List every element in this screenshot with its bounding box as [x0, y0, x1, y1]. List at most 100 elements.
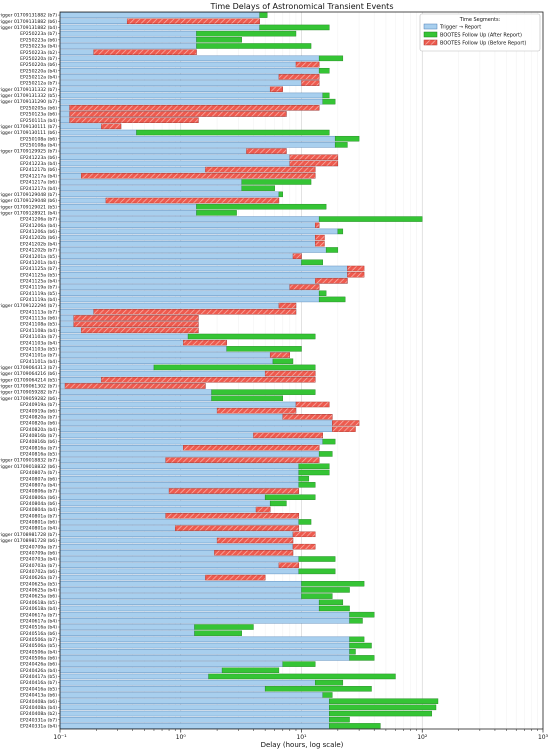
bar-follow-up-after-report	[269, 500, 287, 507]
y-tick-label: EP241217a (b4)	[20, 186, 57, 192]
y-tick-label: EP241103a (b5)	[20, 346, 57, 352]
y-tick-label: EP241223a (b4)	[20, 161, 57, 167]
legend-entry-label: BOOTES Follow Up (Before Report)	[440, 40, 526, 46]
bar-trigger-to-report	[59, 655, 350, 661]
y-tick-label: EP240516a (b6)	[20, 631, 57, 637]
y-tick-label: EP240416a (b7)	[20, 680, 57, 686]
y-tick-label: EP240806a (b6)	[20, 495, 57, 501]
bar-follow-up-after-report	[136, 129, 330, 136]
y-tick-label: Trigger 01709064214 (b5)	[0, 377, 57, 383]
y-tick-label: EP240919a (b6)	[20, 408, 57, 414]
bar-trigger-to-report	[59, 642, 350, 649]
bar-trigger-to-report	[59, 500, 271, 507]
x-axis-label: Delay (hours, log scale)	[261, 741, 344, 749]
bar-follow-up-before-report	[292, 531, 316, 538]
bar-follow-up-after-report	[329, 716, 350, 723]
y-tick-label: Trigger 01709129925 (b7)	[0, 149, 57, 155]
bar-follow-up-before-report	[205, 166, 316, 173]
bar-follow-up-before-report	[289, 154, 339, 160]
bar-trigger-to-report	[59, 98, 323, 105]
bar-trigger-to-report	[59, 599, 320, 606]
y-tick-label: EP240806a (b7)	[20, 489, 57, 495]
bar-follow-up-before-report	[165, 457, 320, 463]
bar-trigger-to-report	[59, 679, 316, 686]
bar-follow-up-before-report	[292, 543, 316, 550]
bar-trigger-to-report	[59, 352, 290, 358]
bar-trigger-to-report	[59, 624, 195, 630]
bar-follow-up-before-report	[278, 562, 300, 568]
y-tick-label: EP240416a (b5)	[20, 686, 57, 692]
bar-follow-up-before-report	[101, 123, 122, 130]
bar-follow-up-after-report	[318, 605, 350, 612]
x-tick-label: 10²	[417, 734, 428, 741]
bar-follow-up-after-report	[322, 92, 330, 99]
bar-follow-up-before-report	[278, 302, 297, 309]
y-tick-label: EP241125a (b4)	[20, 278, 57, 284]
y-tick-label: EP241119a (b4)	[20, 297, 57, 303]
y-tick-label: Trigger 01709131882 (b7)	[0, 13, 57, 19]
y-tick-label: EP240426a (b6)	[20, 662, 57, 668]
bar-follow-up-after-report	[349, 649, 356, 655]
y-tick-label: EP240807a (b6)	[20, 476, 57, 482]
y-tick-label: EP241201a (b5)	[20, 254, 57, 260]
bar-follow-up-after-report	[318, 296, 346, 303]
y-tick-label: EP240506a (b5)	[20, 643, 57, 649]
y-tick-label: EP250223a (b6)	[20, 37, 57, 43]
y-tick-label: EP241217a (b6)	[20, 180, 57, 186]
y-tick-label: Trigger 01709131332 (b7)	[0, 87, 57, 93]
y-tick-label: Trigger 01709131882 (b6)	[0, 19, 57, 25]
y-tick-label: Trigger 01709059282 (b6)	[0, 396, 57, 402]
y-tick-label: EP240331a (b7)	[20, 717, 57, 723]
y-tick-label: Trigger 01709064313 (b7)	[0, 365, 57, 371]
bar-trigger-to-report	[59, 55, 320, 62]
bar-follow-up-after-report	[241, 179, 312, 185]
bar-trigger-to-report	[59, 420, 333, 426]
y-tick-label: EP241103a (b4)	[20, 340, 57, 346]
y-tick-label: Trigger 01709128921 (b4)	[0, 210, 57, 216]
bar-follow-up-after-report	[221, 667, 280, 674]
bar-trigger-to-report	[59, 12, 260, 18]
bar-follow-up-after-report	[337, 228, 344, 235]
bar-trigger-to-report	[59, 389, 212, 395]
bar-follow-up-after-report	[349, 636, 365, 643]
y-tick-label: Trigger 01709059282 (b7)	[0, 390, 57, 396]
bar-follow-up-after-report	[259, 24, 330, 31]
bar-follow-up-after-report	[318, 290, 327, 296]
y-tick-label: EP240709a (b7)	[20, 544, 57, 550]
bar-trigger-to-report	[59, 692, 323, 698]
bar-follow-up-after-report	[329, 704, 437, 711]
bar-follow-up-before-report	[81, 173, 316, 179]
bar-trigger-to-report	[59, 611, 350, 618]
bar-trigger-to-report	[59, 704, 330, 711]
legend: Time Segments: Trigger → Report BOOTES Fo…	[419, 13, 541, 52]
bar-trigger-to-report	[59, 185, 242, 191]
legend-swatch	[423, 31, 438, 38]
bar-follow-up-after-report	[329, 723, 381, 729]
bar-follow-up-before-report	[126, 18, 260, 25]
y-tick-label: EP240617a (b7)	[20, 612, 57, 618]
bar-trigger-to-report	[59, 686, 266, 692]
legend-entry-label: Trigger → Report	[439, 24, 481, 30]
bar-trigger-to-report	[59, 278, 348, 284]
y-tick-label: EP240618a (b5)	[20, 600, 57, 606]
y-tick-label: EP241125a (b7)	[20, 266, 57, 272]
bar-follow-up-before-report	[69, 105, 320, 111]
y-tick-label: EP240804a (b6)	[20, 501, 57, 507]
legend-entries: Trigger → Report BOOTES Follow Up (After …	[423, 23, 526, 46]
y-tick-label: EP241103a (b7)	[20, 334, 57, 340]
bar-trigger-to-report	[59, 364, 155, 371]
bar-follow-up-before-report	[295, 401, 330, 408]
y-tick-label: EP241223a (b6)	[20, 155, 57, 161]
bar-follow-up-after-report	[278, 191, 283, 198]
bar-follow-up-before-report	[315, 222, 320, 228]
bar-follow-up-after-report	[264, 494, 316, 500]
y-tick-label: EP241217a (b4)	[20, 173, 57, 179]
y-tick-label: EP241113a (b7)	[20, 309, 57, 315]
bar-follow-up-after-report	[298, 519, 312, 525]
y-tick-label: Trigger 01709018832 (b7)	[0, 458, 57, 464]
bar-trigger-to-report	[59, 358, 274, 364]
y-tick-label: EP240331a (b4)	[20, 724, 57, 730]
y-tick-label: Trigger 01708981728 (b7)	[0, 532, 57, 538]
y-tick-label: EP240625a (b4)	[20, 588, 57, 594]
